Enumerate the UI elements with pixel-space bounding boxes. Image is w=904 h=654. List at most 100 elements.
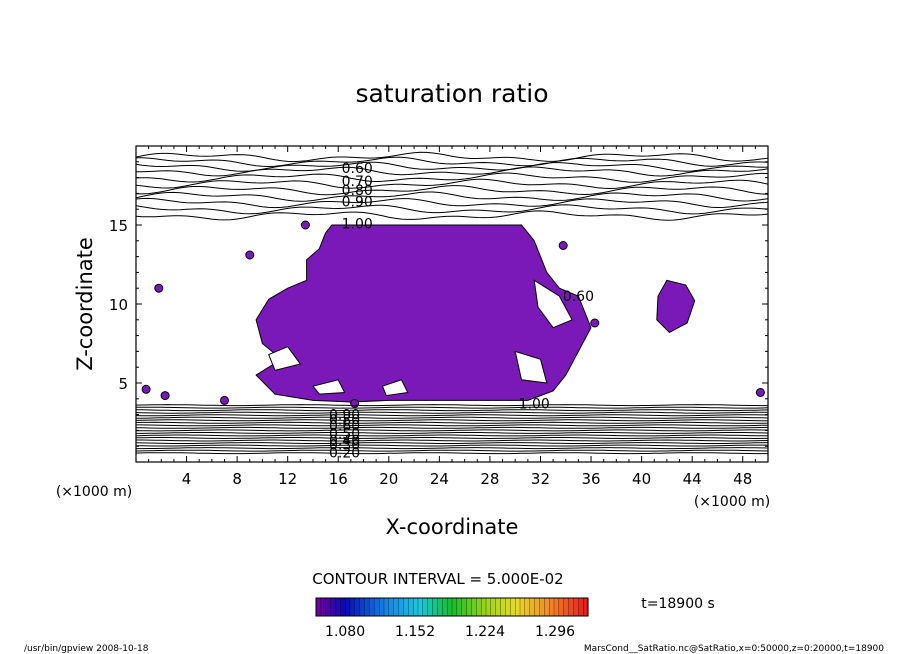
colorbar-swatch — [335, 597, 341, 617]
contour-line — [136, 419, 768, 422]
contour-line — [136, 156, 768, 168]
contour-labels: 0.600.700.800.901.000.601.000.900.800.60… — [329, 161, 594, 461]
colorbar-swatch — [378, 597, 385, 617]
contour-label: 0.60 — [329, 419, 360, 435]
contour-line — [136, 437, 768, 440]
colorbar-frame — [315, 597, 589, 617]
colorbar-swatch — [461, 597, 468, 617]
supersaturated-patch — [590, 318, 600, 328]
colorbar-swatch — [471, 597, 477, 617]
contour-label: 0.90 — [342, 194, 373, 210]
colorbar-swatch — [412, 597, 419, 617]
subsaturated-pocket — [514, 350, 548, 384]
colorbar-swatch — [349, 597, 356, 617]
contour-line — [136, 444, 768, 447]
colorbar-swatch — [364, 597, 370, 617]
contour-line — [136, 426, 768, 429]
supersaturated-patch — [558, 241, 568, 250]
colorbar-swatch — [553, 597, 560, 617]
colorbar-swatch — [325, 597, 332, 617]
supersaturated-patch — [245, 250, 255, 260]
footer-right: MarsCond__SatRatio.nc@SatRatio,x=0:50000… — [584, 644, 884, 654]
colorbar-swatch — [354, 597, 361, 617]
colorbar-swatch — [451, 597, 458, 617]
colorbar — [315, 597, 589, 617]
contour-line — [136, 442, 768, 444]
subsaturated-pocket — [268, 346, 302, 371]
colorbar-tick-label: 1.296 — [535, 624, 575, 640]
colorbar-swatch — [573, 597, 579, 617]
contour-label: 0.20 — [329, 446, 360, 462]
upper-contour-lines — [136, 151, 768, 221]
contour-line — [136, 424, 768, 427]
contour-line — [136, 439, 768, 442]
contour-line — [136, 434, 768, 437]
colorbar-swatch — [539, 597, 545, 617]
subsaturated-pocket — [381, 379, 409, 397]
x-axis-label: X-coordinate — [386, 515, 519, 539]
colorbar-swatch — [315, 597, 322, 617]
supersaturated-patch — [350, 399, 360, 408]
contour-label: 0.60 — [342, 161, 373, 177]
colorbar-tick-label: 1.224 — [465, 624, 505, 640]
colorbar-swatch — [578, 597, 584, 617]
contour-label: 1.00 — [342, 216, 373, 232]
colorbar-swatch — [510, 597, 516, 617]
contour-line — [136, 191, 768, 202]
x-tick-label: 12 — [278, 470, 297, 488]
x-tick-label: 8 — [232, 470, 242, 488]
colorbar-swatch — [544, 597, 550, 617]
colorbar-swatch — [374, 597, 380, 617]
contour-label: 0.80 — [342, 183, 373, 199]
chart-title: saturation ratio — [355, 79, 548, 108]
contour-label: 0.40 — [329, 433, 360, 449]
colorbar-swatch — [359, 597, 366, 617]
contour-label: 0.90 — [329, 408, 360, 424]
colorbar-swatch — [437, 597, 443, 617]
footer-left: /usr/bin/gpview 2008-10-18 — [24, 644, 149, 654]
contour-line — [136, 449, 768, 452]
contour-line — [136, 204, 768, 215]
x-tick-label: 24 — [430, 470, 449, 488]
contour-line — [136, 172, 768, 183]
x-tick-label: 16 — [329, 470, 348, 488]
colorbar-swatch — [388, 597, 395, 617]
contour-line — [136, 166, 768, 177]
supersaturated-patch — [220, 395, 229, 405]
contour-line — [136, 151, 768, 163]
colorbar-swatch — [563, 597, 570, 617]
contour-line — [136, 185, 768, 196]
contour-line — [136, 447, 768, 450]
y-axis: 5 10 15 — [109, 161, 768, 447]
contour-line — [136, 429, 768, 432]
colorbar-swatch — [568, 597, 574, 617]
colorbar-swatch — [432, 597, 438, 617]
contour-interval-text: CONTOUR INTERVAL = 5.000E-02 — [312, 570, 563, 588]
colorbar-swatch — [442, 597, 448, 617]
contour-line — [136, 432, 768, 434]
supersaturated-patch — [755, 388, 765, 397]
supersaturated-patch — [300, 220, 310, 230]
x-tick-label: 4 — [182, 470, 192, 488]
colorbar-swatch — [490, 597, 497, 617]
time-label: t=18900 s — [641, 596, 715, 612]
contour-line — [136, 414, 768, 417]
x-tick-label: 48 — [733, 470, 752, 488]
colorbar-swatch — [558, 597, 565, 617]
subsaturated-pocket — [533, 279, 573, 329]
plot-area: 0.600.700.800.901.000.601.000.900.800.60… — [136, 146, 768, 462]
colorbar-swatch — [456, 597, 463, 617]
supersaturated-patch — [141, 384, 151, 394]
contour-label: 1.00 — [519, 397, 550, 413]
y-tick-label: 5 — [118, 375, 128, 393]
contour-label: 0.30 — [329, 438, 360, 454]
supersaturated-region — [141, 220, 765, 408]
colorbar-swatch — [548, 597, 555, 617]
colorbar-swatch — [500, 597, 506, 617]
contour-line — [136, 421, 768, 424]
colorbar-swatch — [519, 597, 526, 617]
contour-label: 0.70 — [342, 174, 373, 190]
contour-label: 0.80 — [329, 412, 360, 428]
colorbar-swatch — [534, 597, 540, 617]
